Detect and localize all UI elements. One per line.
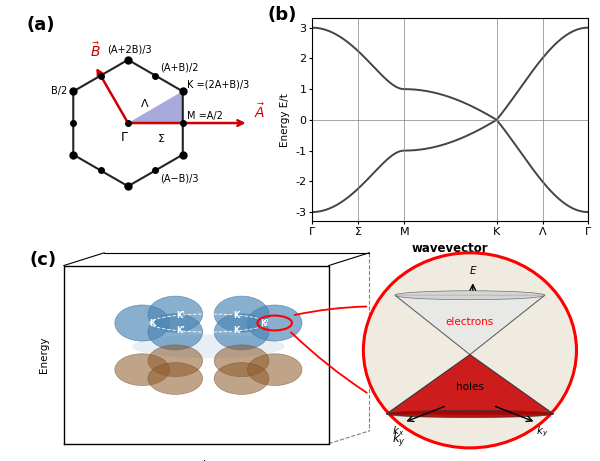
Text: $\vec{A}$: $\vec{A}$ — [254, 102, 265, 121]
Ellipse shape — [364, 253, 577, 448]
Polygon shape — [395, 295, 545, 355]
Polygon shape — [128, 91, 183, 123]
Text: Energy: Energy — [38, 337, 49, 373]
Text: K': K' — [260, 319, 269, 327]
Ellipse shape — [148, 296, 203, 332]
Text: K =(2A+B)/3: K =(2A+B)/3 — [187, 79, 250, 89]
Ellipse shape — [148, 363, 203, 395]
Text: K: K — [149, 319, 155, 327]
Ellipse shape — [115, 305, 170, 341]
Text: $\Lambda$: $\Lambda$ — [140, 97, 149, 109]
Ellipse shape — [247, 354, 302, 385]
Y-axis label: Energy E/t: Energy E/t — [280, 93, 290, 147]
Text: $k_y$: $k_y$ — [536, 425, 548, 439]
Text: $k_x$: $k_x$ — [201, 459, 215, 461]
Text: B/2: B/2 — [51, 86, 67, 96]
X-axis label: wavevector: wavevector — [412, 242, 488, 255]
Ellipse shape — [148, 345, 203, 377]
Text: $\Sigma$: $\Sigma$ — [157, 132, 166, 144]
Text: electrons: electrons — [446, 317, 494, 327]
Text: K': K' — [176, 326, 185, 335]
Text: $\vec{B}$: $\vec{B}$ — [89, 41, 100, 60]
Text: K': K' — [176, 311, 185, 320]
Text: (A−B)/3: (A−B)/3 — [160, 174, 199, 183]
Text: (b): (b) — [268, 6, 297, 24]
Text: K: K — [233, 326, 240, 335]
Text: (A+B)/2: (A+B)/2 — [160, 62, 199, 72]
Text: (A+2B)/3: (A+2B)/3 — [107, 44, 152, 54]
Text: (c): (c) — [29, 251, 56, 269]
Text: M =A/2: M =A/2 — [187, 111, 223, 121]
Text: holes: holes — [456, 382, 484, 392]
Text: E: E — [470, 266, 476, 276]
Text: $k_y$: $k_y$ — [392, 431, 406, 449]
Ellipse shape — [395, 291, 545, 300]
Ellipse shape — [214, 363, 269, 395]
Text: $\Gamma$: $\Gamma$ — [120, 131, 128, 144]
Ellipse shape — [115, 354, 170, 385]
Ellipse shape — [214, 314, 269, 350]
Text: (a): (a) — [27, 16, 55, 34]
Polygon shape — [386, 355, 553, 414]
Ellipse shape — [148, 314, 203, 350]
Ellipse shape — [386, 410, 553, 418]
Text: K: K — [233, 311, 240, 320]
Text: $k_x$: $k_x$ — [392, 425, 404, 438]
Ellipse shape — [247, 305, 302, 341]
Ellipse shape — [132, 335, 284, 358]
Ellipse shape — [214, 296, 269, 332]
Ellipse shape — [214, 345, 269, 377]
